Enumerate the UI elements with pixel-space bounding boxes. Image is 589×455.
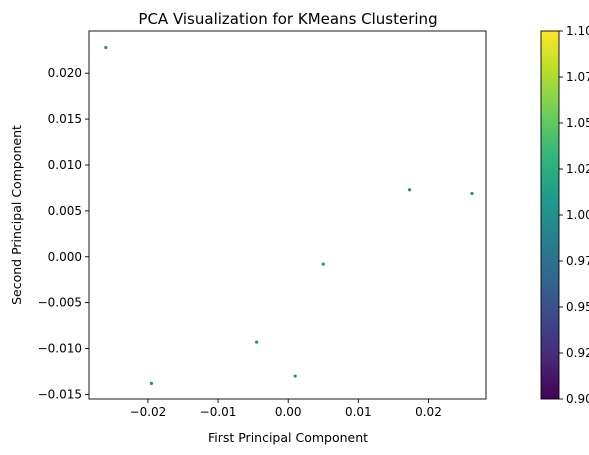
y-tick-label: −0.015 [38, 387, 82, 401]
colorbar-tick-label: 1.000 [566, 208, 589, 222]
scatter-point [470, 191, 474, 196]
y-tick-label: −0.010 [38, 342, 82, 356]
chart-title: PCA Visualization for KMeans Clustering [138, 10, 437, 28]
scatter-point [255, 340, 259, 344]
scatter-point [149, 381, 154, 385]
colorbar [540, 30, 560, 400]
plot-frame [88, 30, 487, 400]
y-tick-label: 0.020 [48, 66, 82, 80]
y-tick-label: 0.015 [48, 112, 82, 126]
x-tick-label: −0.02 [130, 405, 167, 419]
colorbar-tick-label: 0.925 [566, 346, 589, 360]
y-tick-label: −0.005 [38, 296, 82, 310]
y-axis-label: Second Principal Component [9, 125, 24, 305]
x-tick-label: −0.01 [200, 405, 237, 419]
scatter-point [407, 188, 412, 192]
scatter-point [321, 262, 325, 266]
colorbar-tick-label: 0.950 [566, 300, 589, 314]
y-tick-label: 0.005 [48, 204, 82, 218]
colorbar-tick-label: 1.075 [566, 70, 589, 84]
x-tick-label: 0.02 [415, 405, 442, 419]
colorbar-tick-label: 0.900 [566, 392, 589, 406]
colorbar-tick-label: 1.100 [566, 24, 589, 38]
y-tick-label: 0.000 [48, 250, 82, 264]
x-tick-label: 0.00 [275, 405, 302, 419]
colorbar-tick-label: 1.050 [566, 116, 589, 130]
colorbar-tick-label: 1.025 [566, 162, 589, 176]
scatter-point [293, 374, 297, 378]
scatter-point [104, 45, 108, 50]
x-axis-label: First Principal Component [208, 430, 368, 445]
x-tick-label: 0.01 [345, 405, 372, 419]
colorbar-tick-label: 0.975 [566, 254, 589, 268]
y-tick-label: 0.010 [48, 158, 82, 172]
